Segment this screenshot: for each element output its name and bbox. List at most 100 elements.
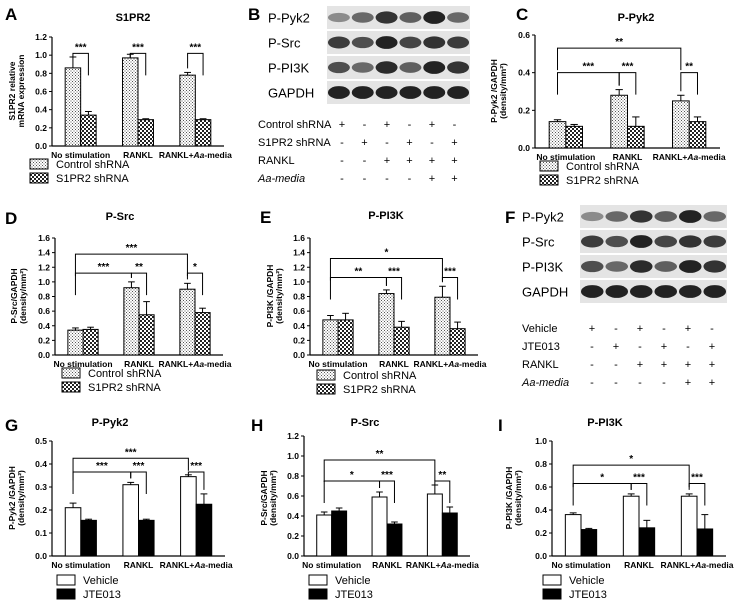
significance-bracket	[385, 276, 403, 300]
bar	[393, 326, 410, 356]
legend-swatch	[542, 588, 562, 600]
y-axis-label: P-Pyk2 /GAPDH(density/mm²)	[489, 59, 508, 123]
band-label: GAPDH	[268, 86, 314, 101]
bar	[137, 119, 154, 147]
condition-mark: -	[686, 341, 690, 353]
significance-label: **	[685, 62, 693, 73]
y-tick-label: 0.0	[35, 551, 47, 561]
panel-e: E P-PI3K 0.0 0.2 0.4 0.6 0.8 1.0 1.2 1.4 1.6 P-PI3K…	[260, 208, 487, 396]
y-tick-label: 1.4	[38, 248, 50, 258]
significance-bracket	[74, 253, 188, 277]
category-label: RANKL+Aa-media	[661, 560, 734, 570]
significance-bracket	[680, 72, 698, 95]
significance-bracket	[72, 52, 89, 76]
blot-band	[629, 235, 653, 248]
y-tick-label: 0.8	[535, 459, 547, 469]
significance-bracket	[72, 457, 189, 481]
significance-bracket	[187, 471, 205, 490]
legend-label: Vehicle	[83, 575, 118, 587]
bar	[426, 493, 443, 557]
blot-band	[580, 211, 604, 222]
chart-title: P-Pyk2	[92, 417, 129, 429]
condition-mark: -	[662, 377, 666, 389]
y-tick-label: 1.6	[38, 233, 50, 243]
category-label: RANKL	[372, 560, 402, 570]
condition-mark: -	[614, 359, 618, 371]
y-tick-label: 0.4	[287, 511, 299, 521]
condition-mark: +	[661, 341, 667, 353]
condition-mark: -	[590, 359, 594, 371]
blot-band	[629, 260, 653, 273]
significance-bracket	[434, 480, 451, 503]
bar	[371, 496, 388, 557]
condition-mark: -	[385, 173, 389, 185]
y-tick-label: 0.1	[35, 528, 47, 538]
condition-mark: -	[408, 173, 412, 185]
condition-mark: +	[637, 323, 643, 335]
blot-band	[423, 36, 446, 49]
legend-swatch	[539, 174, 559, 186]
bar	[194, 312, 211, 356]
condition-mark: -	[363, 155, 367, 167]
condition-mark: +	[661, 359, 667, 371]
legend-swatch	[29, 172, 49, 184]
significance-bracket	[129, 52, 147, 76]
significance-label: ***	[96, 461, 108, 472]
significance-bracket	[572, 464, 690, 488]
legend-label: S1PR2 shRNA	[566, 175, 639, 187]
condition-mark: +	[451, 173, 457, 185]
bar	[316, 514, 333, 557]
condition-mark: -	[638, 341, 642, 353]
significance-label: **	[615, 37, 623, 48]
condition-mark: -	[662, 323, 666, 335]
condition-mark: +	[709, 341, 715, 353]
category-label: No stimulation	[308, 359, 367, 369]
blot-band	[703, 211, 727, 222]
y-tick-label: 1.0	[535, 436, 547, 446]
blot-band	[399, 12, 422, 23]
significance-bracket	[329, 257, 443, 281]
blot-band	[375, 11, 398, 24]
panel-d: D P-Src 0.0 0.2 0.4 0.6 0.8 1.0 1.2 1.4 1.6 P-Src/G…	[5, 209, 232, 394]
condition-mark: +	[709, 359, 715, 371]
blot-band	[703, 285, 727, 298]
panel-a: A S1PR2 0.0 0.2 0.4 0.6 0.8 1.0 1.2 S1PR2 relativ…	[5, 5, 232, 185]
legend-label: JTE013	[335, 589, 373, 601]
panel-g: G P-Pyk2 0.0 0.1 0.2 0.3 0.4 0.5 P-Pyk2 /GAPDH(d…	[5, 416, 233, 601]
chart-title: P-Src	[106, 211, 135, 223]
condition-mark: -	[590, 341, 594, 353]
bar	[627, 125, 645, 149]
legend-swatch	[61, 381, 81, 393]
panel-h: H P-Src 0.0 0.2 0.4 0.6 0.8 1.0 1.2 P-Src/GAPDH(d…	[251, 416, 479, 601]
category-label: RANKL+Aa-media	[406, 560, 479, 570]
significance-label: ***	[388, 266, 400, 277]
y-tick-label: 0.2	[287, 531, 299, 541]
category-label: No stimulation	[51, 150, 110, 160]
bar	[123, 287, 140, 356]
significance-bracket	[572, 483, 632, 506]
category-label: RANKL	[379, 359, 409, 369]
y-tick-label: 0.4	[38, 321, 50, 331]
y-tick-label: 0.0	[535, 551, 547, 561]
blot-band	[654, 261, 678, 272]
blot-band	[678, 260, 702, 273]
band-label: P-PI3K	[268, 61, 310, 76]
legend-label: S1PR2 shRNA	[343, 384, 416, 396]
significance-label: ***	[622, 62, 634, 73]
y-tick-label: 0.0	[518, 143, 530, 153]
category-label: No stimulation	[551, 560, 610, 570]
blot-band	[580, 260, 604, 273]
chart-title: P-Src	[351, 417, 380, 429]
y-axis-label: P-PI3K /GAPDH(density/mm²)	[265, 265, 284, 328]
y-tick-label: 1.2	[287, 431, 299, 441]
significance-bracket	[323, 480, 381, 503]
condition-mark: +	[451, 137, 457, 149]
panel-i: I P-PI3K 0.0 0.2 0.4 0.6 0.8 1.0 P-PI3K /GAPDH(d…	[498, 416, 734, 601]
band-label: P-Src	[522, 235, 555, 250]
category-label: RANKL+Aa-media	[653, 152, 726, 162]
legend-swatch	[56, 588, 76, 600]
y-tick-label: 0.4	[35, 105, 47, 115]
bar	[122, 57, 139, 147]
significance-label: **	[135, 262, 143, 273]
significance-bracket	[186, 272, 204, 296]
